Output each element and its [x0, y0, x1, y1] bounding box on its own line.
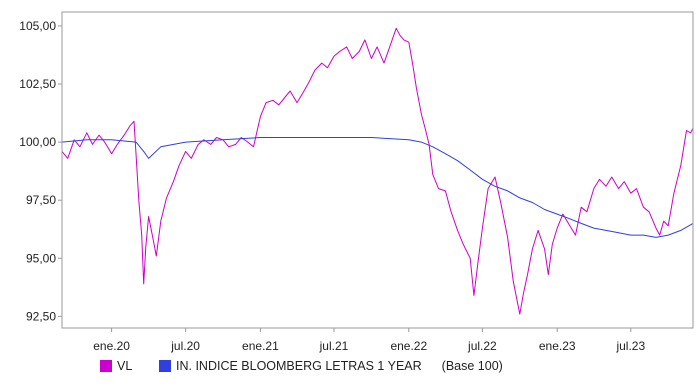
x-tick-label: ene.20: [93, 339, 130, 353]
y-tick-label: 97,50: [26, 193, 56, 207]
y-tick-label: 100,00: [19, 135, 56, 149]
legend-base-note: (Base 100): [442, 359, 503, 373]
y-tick-label: 105,00: [19, 19, 56, 33]
legend-swatch: [159, 360, 171, 372]
x-tick-label: jul.23: [615, 339, 645, 353]
x-tick-label: jul.20: [170, 339, 200, 353]
x-tick-label: jul.22: [467, 339, 497, 353]
series-layer: [61, 27, 694, 315]
x-tick-label: jul.21: [319, 339, 349, 353]
series-line-vl: [61, 27, 694, 315]
legend: VL IN. INDICE BLOOMBERG LETRAS 1 YEAR (Bas…: [100, 359, 503, 373]
legend-swatch: [100, 360, 112, 372]
y-tick-label: 95,00: [26, 251, 56, 265]
x-tick-label: ene.22: [390, 339, 427, 353]
y-tick-label: 92,50: [26, 309, 56, 323]
series-line-index: [61, 137, 694, 238]
plot-area: [62, 12, 693, 328]
x-tick-label: ene.23: [539, 339, 576, 353]
y-tick-label: 102,50: [19, 77, 56, 91]
x-axis: ene.20 jul.20 ene.21 jul.21 ene.22 jul.22 ene.…: [93, 328, 645, 353]
legend-label: VL: [117, 359, 132, 373]
legend-label: IN. INDICE BLOOMBERG LETRAS 1 YEAR: [176, 359, 422, 373]
plot-border: [61, 11, 694, 329]
y-axis: 105,00 102,50 100,00 97,50 95,00 92,50: [19, 19, 62, 323]
x-tick-label: ene.21: [242, 339, 279, 353]
